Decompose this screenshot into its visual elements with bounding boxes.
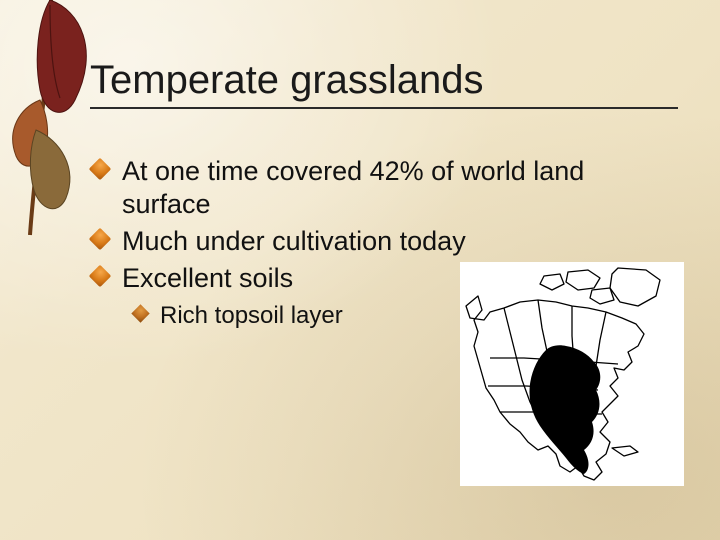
- bullet-item: At one time covered 42% of world land su…: [118, 155, 680, 221]
- bullet-text: Excellent soils: [122, 263, 293, 293]
- bullet-item: Much under cultivation today: [118, 225, 680, 258]
- slide-title: Temperate grasslands: [90, 58, 678, 109]
- north-america-map: [460, 262, 684, 486]
